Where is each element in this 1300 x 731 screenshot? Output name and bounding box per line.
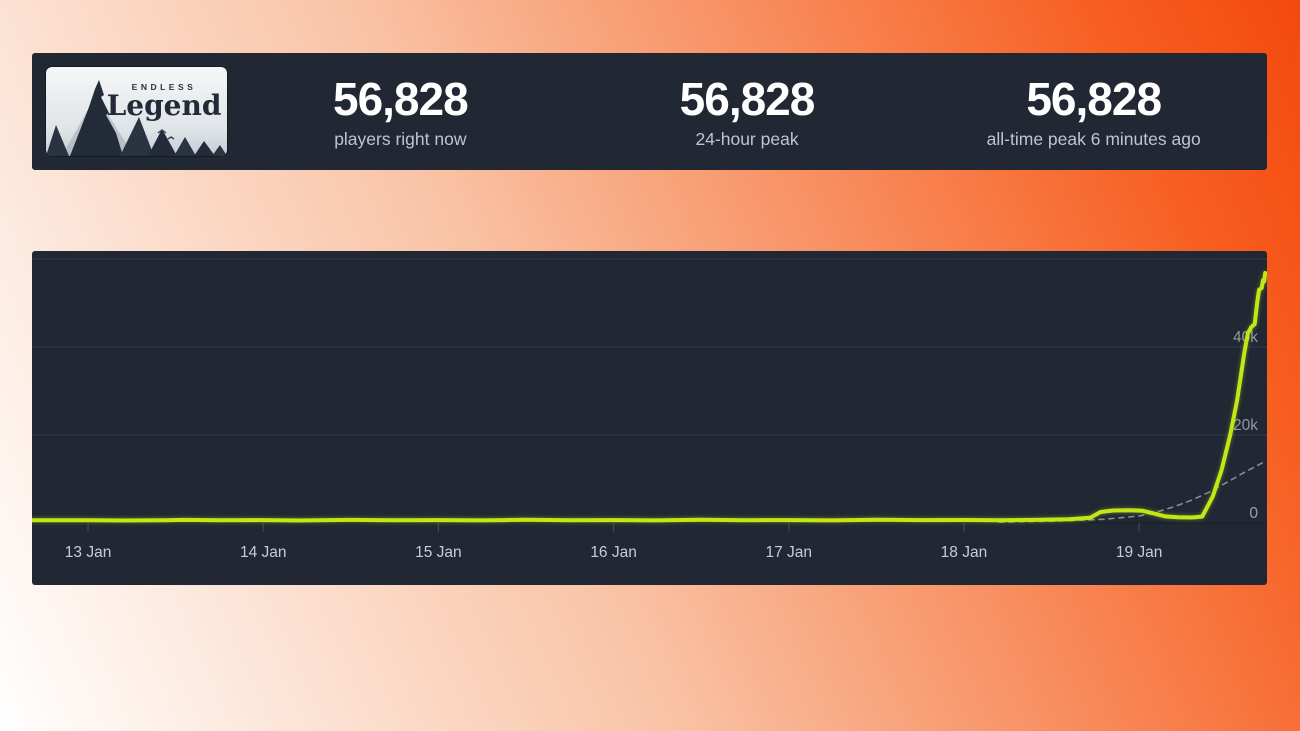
mountain-main (70, 80, 123, 156)
logo-text-large: Legend (107, 89, 222, 122)
x-tick-label: 18 Jan (941, 544, 988, 561)
x-tick-label: 17 Jan (765, 544, 812, 561)
x-tick-label: 15 Jan (415, 544, 462, 561)
stat-alltime-peak: 56,828 all-time peak 6 minutes ago (920, 73, 1267, 149)
stats-panel: ENDLESS Legend 56,828 players right now … (32, 53, 1267, 170)
peak-24h-value: 56,828 (679, 73, 816, 126)
game-capsule-image: ENDLESS Legend (46, 67, 227, 156)
x-tick-label: 19 Jan (1116, 544, 1163, 561)
birds (157, 129, 175, 140)
y-tick-label: 0 (1249, 505, 1258, 522)
x-tick-label: 13 Jan (65, 544, 112, 561)
y-tick-label: 0 (1249, 505, 1258, 522)
trend-dashed-line (998, 460, 1266, 523)
stat-24h-peak: 56,828 24-hour peak (574, 73, 921, 149)
concurrent-players-line (32, 271, 1267, 523)
endless-legend-logo: ENDLESS Legend (46, 67, 227, 156)
y-tick-label: 20k (1233, 417, 1258, 434)
stat-current-players: 56,828 players right now (227, 73, 574, 149)
logo-text-small: ENDLESS (132, 82, 197, 92)
current-players-label: players right now (334, 128, 467, 149)
x-tick-label: 14 Jan (240, 544, 287, 561)
chart-panel: 40k 20k 0 0 13 Jan 14 Jan 15 Jan 16 Jan 17 Jan 18… (32, 251, 1267, 585)
x-tick-label: 16 Jan (590, 544, 637, 561)
alltime-peak-label: all-time peak 6 minutes ago (986, 128, 1201, 149)
current-players-value: 56,828 (332, 73, 469, 126)
peak-24h-label: 24-hour peak (695, 128, 799, 149)
alltime-peak-value: 56,828 (1026, 73, 1162, 126)
